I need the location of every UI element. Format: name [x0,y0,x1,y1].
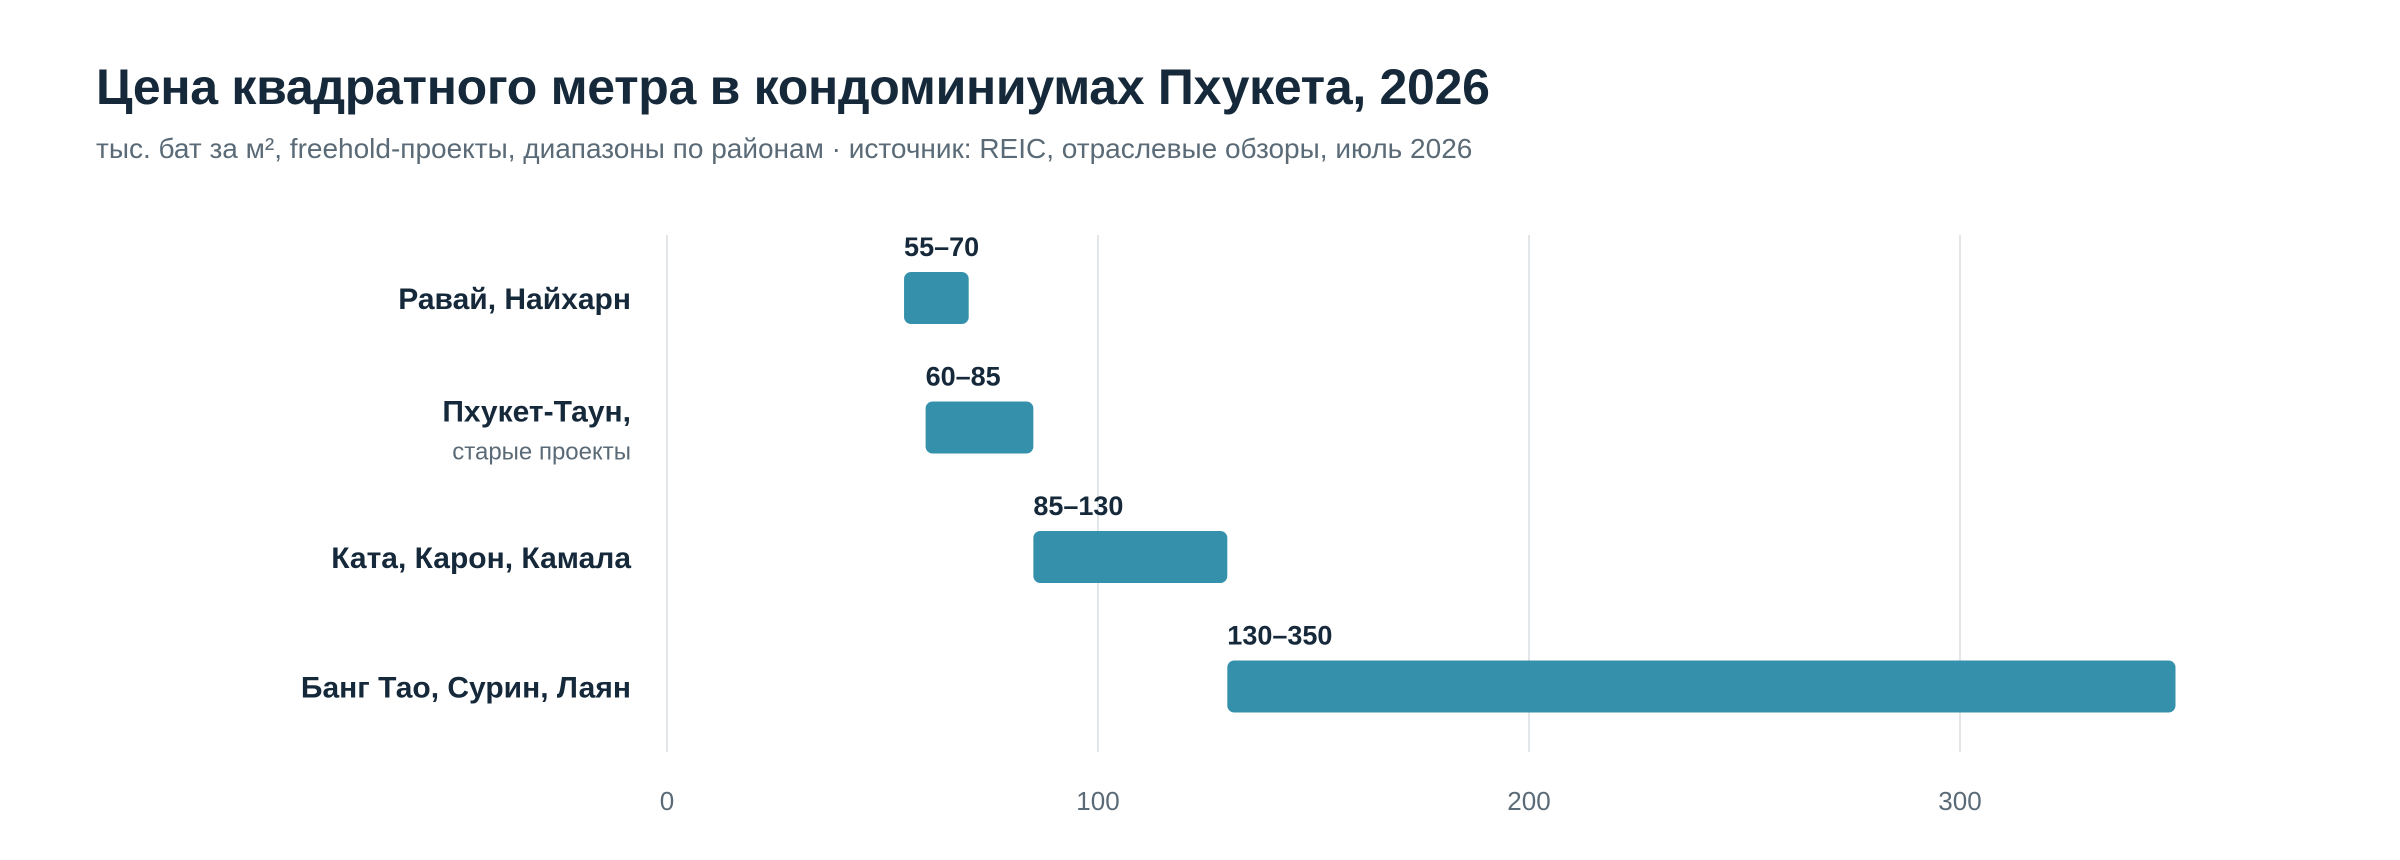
x-tick-label: 100 [1076,786,1119,816]
range-bar[interactable] [1033,531,1228,583]
category-label: Равай, Найхарн [398,283,631,316]
x-tick-label: 300 [1938,786,1981,816]
category-label: Ката, Карон, Камала [331,542,631,575]
range-value-label: 130–350 [1227,621,1332,651]
range-value-label: 55–70 [904,232,979,262]
category-label: Пхукет-Таун, [442,396,631,429]
range-bar[interactable] [925,401,1034,454]
range-bar[interactable] [1227,660,2176,713]
range-value-label: 60–85 [926,362,1001,392]
chart-title: Цена квадратного метра в кондоминиумах П… [96,59,1490,115]
range-value-label: 85–130 [1033,491,1123,521]
category-label: Банг Тао, Сурин, Лаян [301,672,631,705]
chart-subtitle: тыс. бат за м², freehold-проекты, диапаз… [96,133,1473,164]
x-tick-label: 0 [660,786,674,816]
x-tick-label: 200 [1507,786,1550,816]
range-bar[interactable] [904,272,969,324]
category-sublabel: старые проекты [452,439,631,466]
